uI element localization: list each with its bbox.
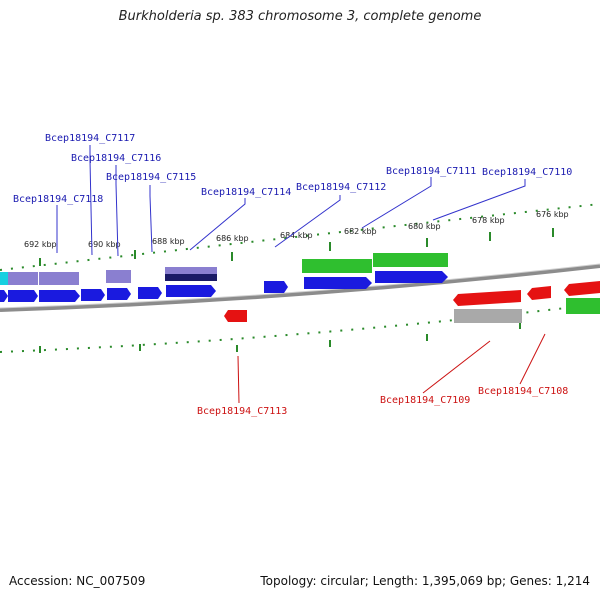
reverse-cds <box>453 290 521 306</box>
gene-label: Bcep18194_C7116 <box>71 153 161 164</box>
reverse-cds <box>224 310 247 322</box>
lavender-feature <box>106 270 131 283</box>
reverse-cds <box>564 281 600 296</box>
tick-label: 692 kbp <box>24 240 57 249</box>
green-feature <box>302 259 372 273</box>
forward-cds <box>107 288 131 300</box>
forward-cds <box>81 289 105 301</box>
gene-label: Bcep18194_C7115 <box>106 172 196 183</box>
forward-cds <box>166 285 216 297</box>
tick-label: 690 kbp <box>88 240 121 249</box>
gray-feature <box>454 309 522 323</box>
gene-label: Bcep18194_C7109 <box>380 395 470 406</box>
gene-label: Bcep18194_C7110 <box>482 167 572 178</box>
tick-label: 684 kbp <box>280 231 313 240</box>
forward-cds <box>0 290 8 302</box>
gene-label: Bcep18194_C7111 <box>386 166 476 177</box>
forward-cds-track <box>0 271 448 302</box>
gene-label: Bcep18194_C7114 <box>201 187 291 198</box>
feature-track-inner <box>454 298 600 323</box>
green-feature <box>373 253 448 267</box>
tick-label: 688 kbp <box>152 237 185 246</box>
forward-cds <box>304 277 372 289</box>
outer-major-ticks <box>39 228 554 266</box>
topology-text: Topology: circular; Length: 1,395,069 bp… <box>260 574 590 588</box>
gene-label: Bcep18194_C7112 <box>296 182 386 193</box>
inner-major-ticks <box>39 322 521 353</box>
chromosome-backbone <box>0 264 600 312</box>
forward-label-leaders <box>56 145 526 257</box>
navy-feature <box>165 274 217 281</box>
gene-label: Bcep18194_C7113 <box>197 406 287 417</box>
reverse-gene-labels: Bcep18194_C7113 Bcep18194_C7109 Bcep1819… <box>197 386 568 417</box>
gene-label: Bcep18194_C7108 <box>478 386 568 397</box>
forward-cds <box>8 290 38 302</box>
tick-label: 678 kbp <box>472 216 505 225</box>
forward-cds <box>138 287 162 299</box>
forward-cds <box>264 281 288 293</box>
cyan-feature <box>0 272 8 285</box>
green-feature <box>566 298 600 314</box>
tick-label: 676 kbp <box>536 210 569 219</box>
forward-cds <box>375 271 448 283</box>
lavender-feature <box>39 272 79 285</box>
map-title: Burkholderia sp. 383 chromosome 3, compl… <box>118 9 482 24</box>
tick-labels: 692 kbp 690 kbp 688 kbp 686 kbp 684 kbp … <box>24 210 569 249</box>
forward-cds <box>39 290 80 302</box>
reverse-cds-track <box>224 281 600 322</box>
lavender-feature <box>8 272 38 285</box>
reverse-cds <box>527 286 551 300</box>
tick-label: 686 kbp <box>216 234 249 243</box>
lavender-feature <box>165 267 217 274</box>
tick-label: 680 kbp <box>408 222 441 231</box>
feature-track-outer <box>0 253 448 285</box>
gene-label: Bcep18194_C7118 <box>13 194 103 205</box>
reverse-label-leaders <box>237 333 546 404</box>
tick-label: 682 kbp <box>344 227 377 236</box>
forward-gene-labels: Bcep18194_C7117 Bcep18194_C7116 Bcep1819… <box>13 133 572 205</box>
gene-label: Bcep18194_C7117 <box>45 133 135 144</box>
accession-text: Accession: NC_007509 <box>9 574 146 588</box>
